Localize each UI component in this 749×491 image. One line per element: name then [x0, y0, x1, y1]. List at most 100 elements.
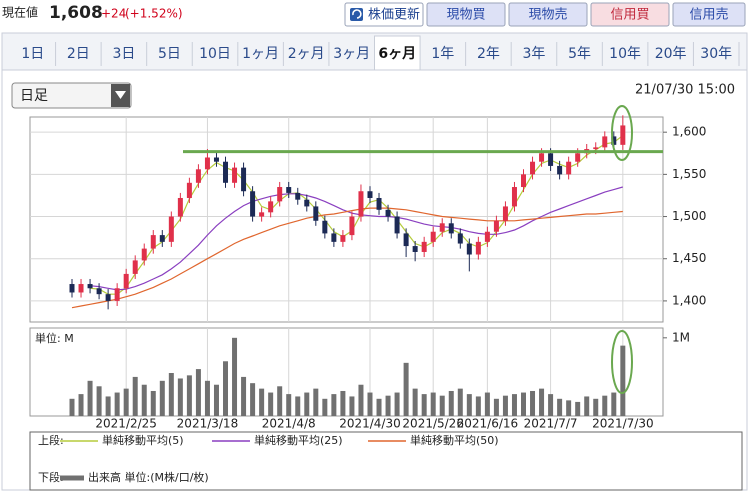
volume-bar	[87, 380, 93, 416]
button-bg[interactable]	[508, 2, 588, 27]
volume-bar	[385, 395, 391, 416]
volume-bar	[412, 388, 418, 416]
volume-bar	[376, 398, 382, 416]
candle-body	[376, 197, 382, 210]
candle-body	[539, 153, 545, 162]
tab[interactable]: 3日	[112, 46, 135, 62]
tab[interactable]: 5年	[568, 46, 591, 62]
volume-bar	[566, 400, 572, 416]
candle-body	[232, 167, 238, 183]
candle-body	[322, 220, 328, 234]
tab[interactable]: 1ヶ月	[242, 46, 279, 62]
legend-label: 単純移動平均(50)	[410, 433, 499, 447]
candle-body	[557, 165, 563, 175]
candle-body	[213, 157, 219, 162]
tab[interactable]: 3ヶ月	[333, 46, 370, 62]
tab[interactable]: 2ヶ月	[288, 46, 325, 62]
highlight-ellipse	[611, 330, 633, 394]
candle-body	[223, 161, 229, 183]
select-label: 日足	[20, 88, 48, 104]
volume-bar	[367, 392, 373, 416]
button-bg[interactable]	[590, 2, 670, 27]
price-plot	[29, 116, 664, 323]
candle-body	[304, 199, 310, 207]
volume-bar	[232, 337, 238, 416]
tab[interactable]: 2日	[67, 46, 90, 62]
button-label[interactable]: 現物売	[528, 7, 567, 23]
chart-layer: 1,400 1,450 1,500 1,550 1,600 2021/2/25 2021/3…	[30, 115, 706, 431]
button[interactable]: 株価更新	[344, 2, 424, 27]
candle-body	[123, 273, 129, 289]
volume-bar	[403, 362, 409, 416]
volume-bar	[123, 388, 129, 416]
button-label[interactable]: 現物買	[446, 8, 485, 23]
x-tick-label: 2021/7/7	[524, 417, 578, 431]
volume-bar	[593, 398, 599, 416]
tab[interactable]: 1日	[21, 46, 44, 62]
tab[interactable]: 1年	[431, 46, 454, 62]
button-label[interactable]: 信用売	[689, 7, 728, 23]
volume-bar	[286, 394, 292, 416]
candle-body	[466, 243, 472, 255]
button-label[interactable]: 信用買	[610, 8, 649, 23]
x-tick-label: 2021/3/18	[177, 417, 239, 431]
y-tick-label: 1,450	[672, 251, 706, 265]
volume-bar	[539, 388, 545, 416]
button[interactable]: 信用買	[590, 2, 670, 27]
candle-body	[150, 235, 156, 249]
volume-bar	[295, 396, 301, 416]
select-box[interactable]	[11, 82, 132, 109]
period-select[interactable]: 日足	[11, 82, 132, 109]
candle-body	[132, 260, 138, 274]
volume-bar	[575, 401, 581, 416]
button-label[interactable]: 株価更新	[368, 7, 420, 23]
button[interactable]: 現物売	[508, 2, 588, 27]
candle-body	[340, 235, 346, 242]
volume-bar	[511, 394, 517, 416]
button[interactable]: 信用売	[672, 2, 746, 27]
button-bg[interactable]	[344, 2, 424, 27]
candle-body	[430, 231, 436, 242]
volume-bar	[466, 394, 472, 416]
candle-body	[412, 246, 418, 252]
button-bg[interactable]	[672, 2, 746, 27]
volume-bar	[502, 395, 508, 416]
button-bg[interactable]	[426, 2, 506, 27]
x-tick-label: 2021/2/25	[95, 417, 157, 431]
volume-bar	[521, 392, 526, 416]
candle-body	[105, 294, 111, 301]
select-arrow	[115, 91, 126, 99]
volume-bar	[602, 395, 608, 416]
tab[interactable]: 30年	[700, 46, 732, 62]
tab[interactable]: 5日	[158, 46, 181, 62]
tab[interactable]: 10年	[609, 46, 641, 62]
volume-bar	[620, 345, 626, 416]
volume-bar	[96, 386, 102, 416]
y-tick-label: 1,550	[672, 167, 706, 181]
tab[interactable]: 3年	[523, 46, 546, 62]
button[interactable]: 現物買	[426, 2, 506, 27]
refresh-arrow	[352, 9, 362, 19]
price: 1,608	[49, 3, 103, 23]
candle-body	[475, 241, 481, 255]
candle-body	[349, 216, 355, 236]
volume-bar	[105, 396, 111, 416]
volume-bar	[114, 392, 120, 416]
tab[interactable]: 20年	[655, 46, 687, 62]
legend-label: 単純移動平均(25)	[254, 433, 343, 447]
candle-body	[611, 136, 617, 145]
candle-body	[439, 223, 445, 232]
candle-body	[168, 216, 174, 242]
volume-bar	[150, 390, 156, 416]
volume-bar	[268, 392, 274, 416]
volume-bar	[132, 376, 138, 416]
volume-bar	[304, 392, 310, 416]
tab[interactable]: 10日	[199, 46, 231, 62]
candle-body	[141, 248, 147, 261]
candle-body	[186, 182, 192, 198]
tab[interactable]: 2年	[477, 46, 500, 62]
volume-bar	[277, 386, 283, 416]
candle-body	[177, 197, 183, 217]
tab[interactable]: 6ヶ月	[378, 46, 416, 62]
